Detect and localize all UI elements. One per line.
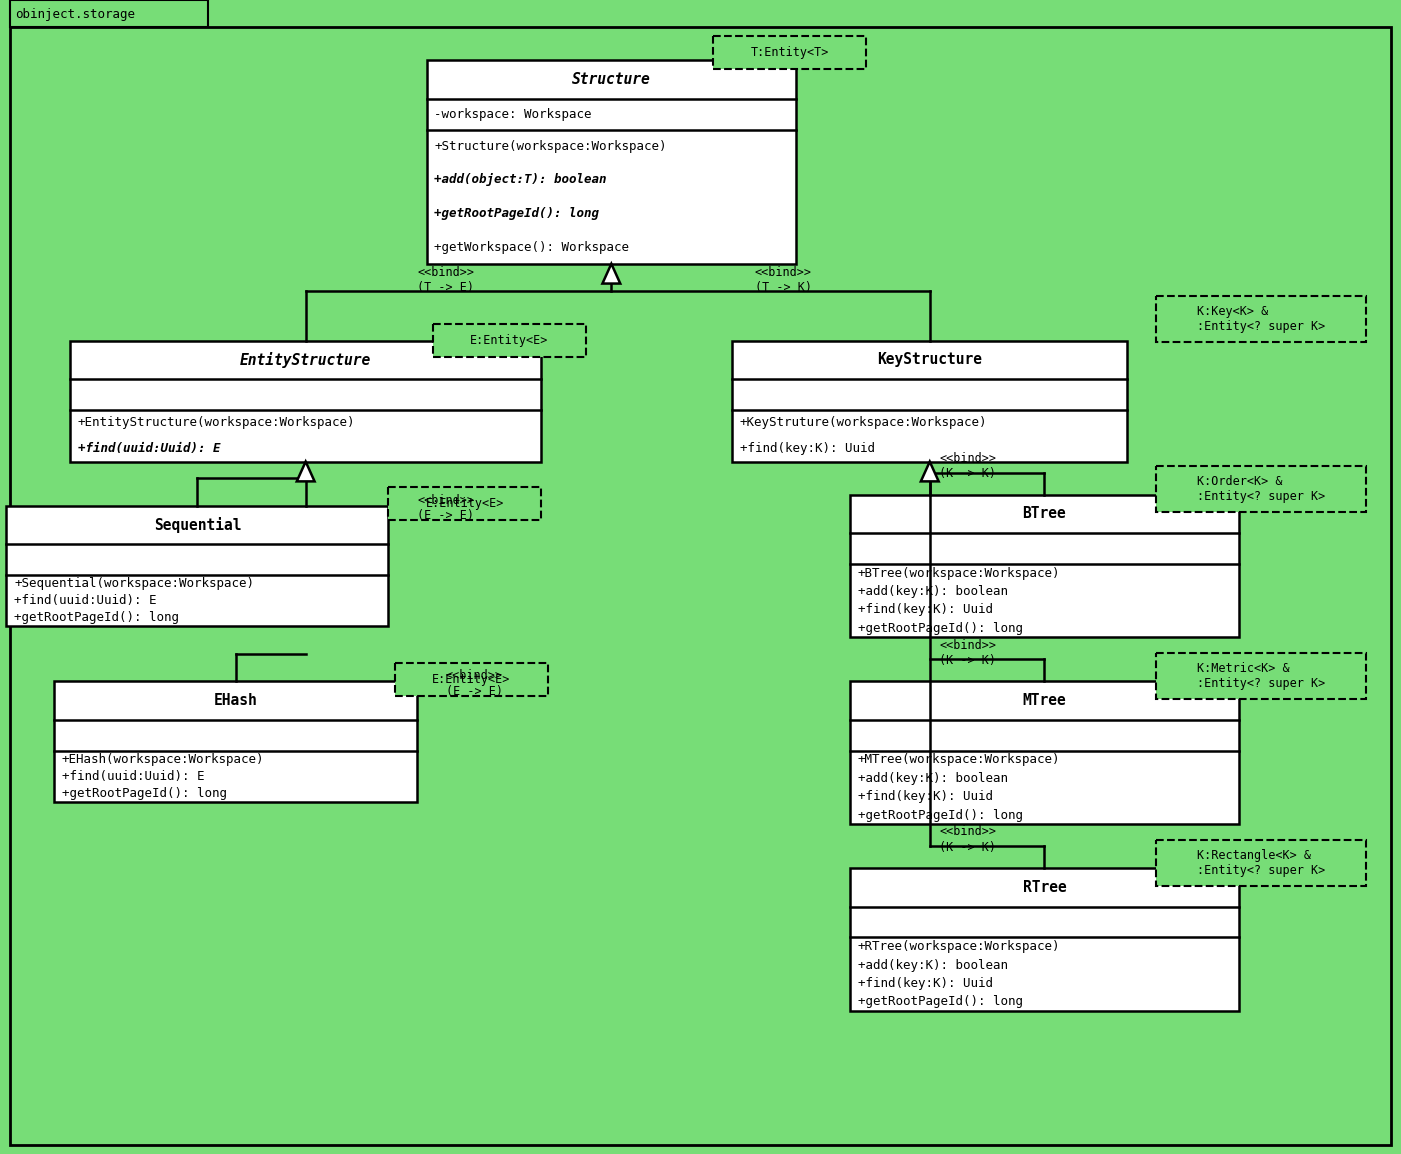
Text: +Sequential(workspace:Workspace): +Sequential(workspace:Workspace) <box>14 577 254 590</box>
Text: +add(object:T): boolean: +add(object:T): boolean <box>434 173 607 187</box>
Text: +find(key:K): Uuid: +find(key:K): Uuid <box>857 977 993 990</box>
Text: -workspace: Workspace: -workspace: Workspace <box>434 107 591 121</box>
Text: (T -> E): (T -> E) <box>417 282 475 294</box>
Polygon shape <box>602 264 621 284</box>
Text: +find(key:K): Uuid: +find(key:K): Uuid <box>857 790 993 803</box>
Text: <<bind>>: <<bind>> <box>940 452 996 465</box>
Text: +find(uuid:Uuid): E: +find(uuid:Uuid): E <box>14 594 157 607</box>
Bar <box>7 505 388 627</box>
Text: +getRootPageId(): long: +getRootPageId(): long <box>857 996 1023 1009</box>
Text: E:Entity<E>: E:Entity<E> <box>426 497 504 510</box>
Text: +find(key:K): Uuid: +find(key:K): Uuid <box>857 604 993 616</box>
Text: RTree: RTree <box>1023 881 1066 896</box>
Text: +BTree(workspace:Workspace): +BTree(workspace:Workspace) <box>857 567 1061 579</box>
Text: (E -> E): (E -> E) <box>417 509 475 522</box>
Text: <<bind>>: <<bind>> <box>446 669 503 682</box>
Text: +add(key:K): boolean: +add(key:K): boolean <box>857 585 1007 598</box>
Text: +getRootPageId(): long: +getRootPageId(): long <box>857 809 1023 822</box>
Text: EntityStructure: EntityStructure <box>240 352 371 368</box>
Text: <<bind>>: <<bind>> <box>755 267 811 279</box>
Text: K:Rectangle<K> &
:Entity<? super K>: K:Rectangle<K> & :Entity<? super K> <box>1196 848 1325 877</box>
Bar <box>70 340 541 462</box>
Text: obinject.storage: obinject.storage <box>15 8 136 21</box>
Text: +add(key:K): boolean: +add(key:K): boolean <box>857 959 1007 972</box>
Bar <box>850 868 1238 1011</box>
Text: (K -> K): (K -> K) <box>940 467 996 480</box>
Text: K:Metric<K> &
:Entity<? super K>: K:Metric<K> & :Entity<? super K> <box>1196 662 1325 690</box>
Text: +getRootPageId(): long: +getRootPageId(): long <box>434 207 600 220</box>
Text: Structure: Structure <box>572 73 650 88</box>
Text: +add(key:K): boolean: +add(key:K): boolean <box>857 772 1007 785</box>
Text: +getRootPageId(): long: +getRootPageId(): long <box>14 612 179 624</box>
Text: E:Entity<E>: E:Entity<E> <box>471 335 549 347</box>
Text: +find(uuid:Uuid): E: +find(uuid:Uuid): E <box>77 442 220 455</box>
Text: T:Entity<T>: T:Entity<T> <box>751 46 829 59</box>
Bar <box>733 340 1128 462</box>
Text: (K -> K): (K -> K) <box>940 654 996 667</box>
Text: +getWorkspace(): Workspace: +getWorkspace(): Workspace <box>434 240 629 254</box>
Text: +find(key:K): Uuid: +find(key:K): Uuid <box>740 442 876 455</box>
Bar <box>1156 466 1366 512</box>
Text: +find(uuid:Uuid): E: +find(uuid:Uuid): E <box>62 770 205 782</box>
Polygon shape <box>297 462 315 481</box>
Text: KeyStructure: KeyStructure <box>877 352 982 367</box>
Text: (T -> K): (T -> K) <box>755 282 811 294</box>
Text: +KeyStruture(workspace:Workspace): +KeyStruture(workspace:Workspace) <box>740 417 988 429</box>
Bar <box>713 36 866 69</box>
Text: +getRootPageId(): long: +getRootPageId(): long <box>62 787 227 800</box>
Text: (E -> E): (E -> E) <box>446 684 503 698</box>
Polygon shape <box>920 462 939 481</box>
Bar <box>55 681 417 802</box>
Bar <box>850 495 1238 637</box>
Text: +RTree(workspace:Workspace): +RTree(workspace:Workspace) <box>857 941 1061 953</box>
Bar <box>10 0 207 28</box>
Text: +EntityStructure(workspace:Workspace): +EntityStructure(workspace:Workspace) <box>77 417 356 429</box>
Text: K:Order<K> &
:Entity<? super K>: K:Order<K> & :Entity<? super K> <box>1196 475 1325 503</box>
Bar <box>1156 840 1366 886</box>
Text: +EHash(workspace:Workspace): +EHash(workspace:Workspace) <box>62 752 265 766</box>
Text: Sequential: Sequential <box>154 517 241 533</box>
Bar <box>395 662 548 696</box>
Text: <<bind>>: <<bind>> <box>417 494 475 507</box>
Text: EHash: EHash <box>214 694 258 709</box>
Text: <<bind>>: <<bind>> <box>417 267 475 279</box>
Text: +Structure(workspace:Workspace): +Structure(workspace:Workspace) <box>434 140 667 153</box>
Bar <box>1156 653 1366 699</box>
Bar <box>427 60 796 264</box>
Bar <box>388 487 541 519</box>
Text: +getRootPageId(): long: +getRootPageId(): long <box>857 622 1023 635</box>
Text: K:Key<K> &
:Entity<? super K>: K:Key<K> & :Entity<? super K> <box>1196 305 1325 332</box>
Text: +MTree(workspace:Workspace): +MTree(workspace:Workspace) <box>857 754 1061 766</box>
Text: (K -> K): (K -> K) <box>940 841 996 854</box>
Text: <<bind>>: <<bind>> <box>940 825 996 839</box>
Bar <box>1156 295 1366 342</box>
Bar <box>433 324 586 358</box>
Text: E:Entity<E>: E:Entity<E> <box>432 673 510 685</box>
Text: <<bind>>: <<bind>> <box>940 638 996 652</box>
Text: MTree: MTree <box>1023 694 1066 709</box>
Bar <box>850 681 1238 824</box>
Text: BTree: BTree <box>1023 507 1066 522</box>
